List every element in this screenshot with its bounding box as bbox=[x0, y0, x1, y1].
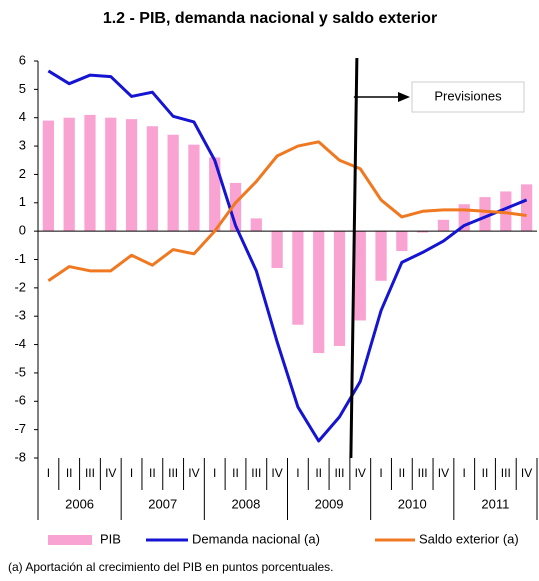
series-line bbox=[47, 140, 527, 283]
year-label: 2011 bbox=[481, 496, 509, 511]
x-tick-label: II bbox=[315, 466, 322, 480]
y-tick-label: 4 bbox=[19, 109, 26, 124]
legend-label: PIB bbox=[100, 531, 121, 546]
series-line bbox=[47, 69, 528, 443]
y-tick-label: -4 bbox=[14, 336, 26, 351]
legend-label: Demanda nacional (a) bbox=[192, 531, 320, 546]
y-tick-label: -8 bbox=[14, 449, 26, 464]
bar bbox=[271, 231, 283, 269]
chart-title: 1.2 - PIB, demanda nacional y saldo exte… bbox=[103, 10, 437, 27]
bar bbox=[146, 126, 158, 232]
legend-swatch bbox=[48, 535, 92, 545]
bar bbox=[188, 144, 200, 232]
bar bbox=[42, 120, 55, 232]
bar bbox=[520, 184, 533, 232]
y-tick-label: 6 bbox=[19, 52, 26, 67]
bar bbox=[292, 231, 304, 325]
year-label: 2010 bbox=[398, 496, 427, 511]
x-tick-label: III bbox=[418, 466, 428, 480]
x-tick-label: III bbox=[85, 466, 95, 480]
x-tick-label: IV bbox=[355, 466, 366, 480]
bar bbox=[417, 231, 429, 233]
bar bbox=[313, 231, 325, 354]
bar bbox=[84, 114, 96, 232]
y-tick-label: -6 bbox=[14, 393, 26, 408]
y-tick-label: -2 bbox=[14, 279, 26, 294]
bar bbox=[167, 134, 179, 232]
bar bbox=[125, 119, 138, 232]
bar bbox=[229, 182, 242, 232]
forecast-arrowhead bbox=[398, 92, 410, 102]
bar bbox=[105, 117, 117, 232]
x-tick-label: IV bbox=[105, 466, 116, 480]
bar bbox=[63, 117, 75, 232]
legend-label: Saldo exterior (a) bbox=[419, 531, 519, 546]
annotation: Previsiones bbox=[434, 88, 502, 103]
y-tick-label: -5 bbox=[14, 364, 26, 379]
annotation-box bbox=[411, 81, 525, 113]
x-tick-label: I bbox=[213, 466, 216, 480]
y-tick-label: -3 bbox=[14, 308, 26, 323]
x-tick-label: IV bbox=[521, 466, 532, 480]
y-tick-label: 3 bbox=[19, 138, 26, 153]
bar bbox=[479, 197, 491, 232]
bar bbox=[354, 231, 366, 321]
x-tick-label: I bbox=[47, 466, 50, 480]
y-tick-label: 2 bbox=[19, 166, 26, 181]
x-tick-label: II bbox=[149, 466, 156, 480]
x-tick-label: IV bbox=[188, 466, 199, 480]
forecast-line bbox=[349, 57, 359, 459]
bar bbox=[375, 231, 387, 281]
year-label: 2009 bbox=[315, 496, 344, 511]
bar bbox=[209, 157, 221, 232]
x-tick-label: IV bbox=[271, 466, 282, 480]
y-tick-label: 1 bbox=[19, 194, 26, 209]
x-tick-label: II bbox=[399, 466, 406, 480]
x-tick-label: II bbox=[232, 466, 239, 480]
bar bbox=[333, 231, 346, 346]
year-label: 2008 bbox=[231, 496, 260, 511]
bar bbox=[396, 231, 408, 251]
x-tick-label: I bbox=[463, 466, 466, 480]
footnote: (a) Aportación al crecimiento del PIB en… bbox=[8, 560, 334, 574]
year-label: 2006 bbox=[65, 496, 94, 511]
bar bbox=[458, 204, 470, 232]
x-tick-label: III bbox=[168, 466, 178, 480]
y-tick-label: 0 bbox=[19, 223, 26, 238]
x-tick-label: II bbox=[66, 466, 73, 480]
bar bbox=[437, 219, 450, 232]
y-tick-label: -7 bbox=[14, 421, 26, 436]
x-tick-label: II bbox=[482, 466, 489, 480]
x-tick-label: III bbox=[251, 466, 261, 480]
bar bbox=[250, 218, 262, 232]
y-tick-label: 5 bbox=[19, 81, 26, 96]
x-tick-label: III bbox=[501, 466, 511, 480]
x-tick-label: I bbox=[379, 466, 382, 480]
x-tick-label: I bbox=[296, 466, 299, 480]
x-tick-label: I bbox=[130, 466, 133, 480]
year-label: 2007 bbox=[148, 496, 177, 511]
x-tick-label: III bbox=[334, 466, 344, 480]
y-tick-label: -1 bbox=[14, 251, 26, 266]
x-tick-label: IV bbox=[438, 466, 449, 480]
